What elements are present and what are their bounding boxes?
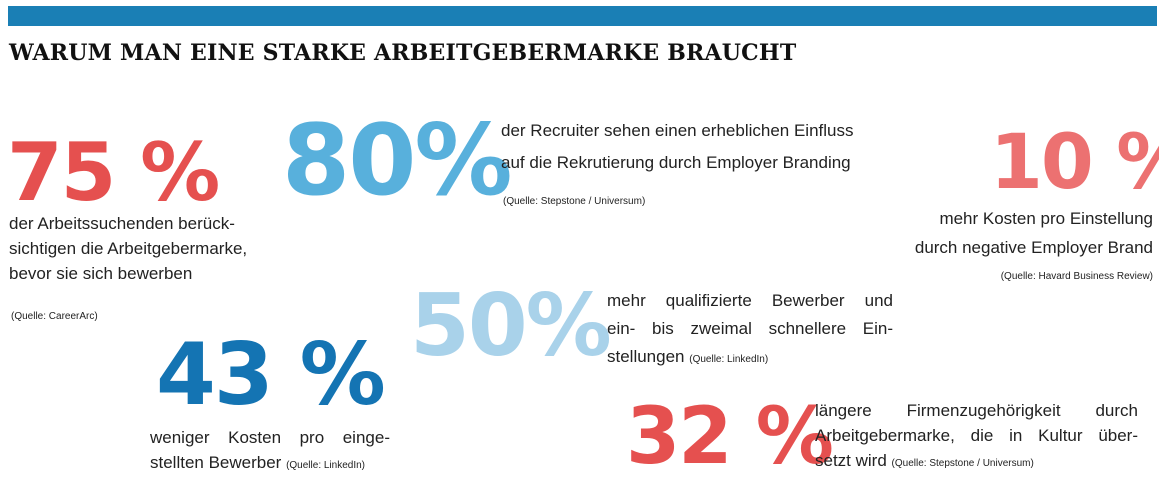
stat-43-line-2-row: stellten Bewerber (Quelle: LinkedIn) bbox=[150, 450, 390, 478]
stat-80-value: 80% bbox=[282, 104, 513, 218]
top-accent-bar bbox=[8, 6, 1157, 26]
stat-50-description: mehr qualifizierte Bewerber und ein- bis… bbox=[607, 288, 893, 372]
stat-43-line-2: stellten Bewerber bbox=[150, 453, 282, 472]
stat-50-source: (Quelle: LinkedIn) bbox=[689, 354, 769, 365]
stat-10-value: 10 % bbox=[990, 117, 1159, 206]
stat-75-line-3: bevor sie sich bewerben bbox=[9, 264, 193, 283]
stat-50-line-1: mehr qualifizierte Bewerber und bbox=[607, 291, 893, 310]
stat-75-description: der Arbeitssuchenden berück- sichtigen d… bbox=[9, 211, 294, 286]
stat-80-line-2: auf die Rekrutierung durch Employer Bran… bbox=[501, 153, 851, 172]
stat-43-source: (Quelle: LinkedIn) bbox=[286, 460, 366, 471]
stat-50-line-2: ein- bis zweimal schnellere Ein- bbox=[607, 319, 893, 338]
stat-80-description: der Recruiter sehen einen erheblichen Ei… bbox=[501, 118, 921, 175]
stat-50-line-3: stellungen bbox=[607, 347, 685, 366]
stat-75-line-1: der Arbeitssuchenden berück- bbox=[9, 214, 235, 233]
stat-43-line-1: weniger Kosten pro einge- bbox=[150, 428, 390, 447]
stat-43-description: weniger Kosten pro einge- stellten Bewer… bbox=[150, 425, 390, 478]
stat-32-line-2: Arbeitgebermarke, die in Kultur über- bbox=[815, 426, 1138, 445]
stat-10-line-1: mehr Kosten pro Einstellung bbox=[939, 209, 1153, 228]
stat-75-source: (Quelle: CareerArc) bbox=[11, 311, 98, 322]
stat-10-source: (Quelle: Havard Business Review) bbox=[1000, 271, 1153, 282]
stat-32-line-3: setzt wird bbox=[815, 451, 887, 470]
stat-32-source: (Quelle: Stepstone / Universum) bbox=[891, 458, 1034, 469]
stat-75-value: 75 % bbox=[7, 126, 220, 219]
stat-32-value: 32 % bbox=[626, 392, 834, 482]
stat-75-line-2: sichtigen die Arbeitgebermarke, bbox=[9, 239, 248, 258]
stat-50-value: 50% bbox=[410, 276, 612, 376]
stat-80-source: (Quelle: Stepstone / Universum) bbox=[503, 196, 646, 207]
stat-10-description: mehr Kosten pro Einstellung durch negati… bbox=[840, 204, 1153, 262]
stat-10-line-2: durch negative Employer Brand bbox=[914, 238, 1153, 257]
stat-32-line-3-row: setzt wird (Quelle: Stepstone / Universu… bbox=[815, 448, 1138, 476]
stat-32-line-1: längere Firmenzugehörigkeit durch bbox=[815, 401, 1138, 420]
page-title: WARUM MAN EINE STARKE ARBEITGEBERMARKE B… bbox=[9, 40, 797, 66]
stat-50-line-3-row: stellungen (Quelle: LinkedIn) bbox=[607, 344, 893, 372]
stat-80-line-1: der Recruiter sehen einen erheblichen Ei… bbox=[501, 121, 854, 140]
stat-32-description: längere Firmenzugehörigkeit durch Arbeit… bbox=[815, 398, 1138, 476]
stat-43-value: 43 % bbox=[156, 325, 386, 425]
